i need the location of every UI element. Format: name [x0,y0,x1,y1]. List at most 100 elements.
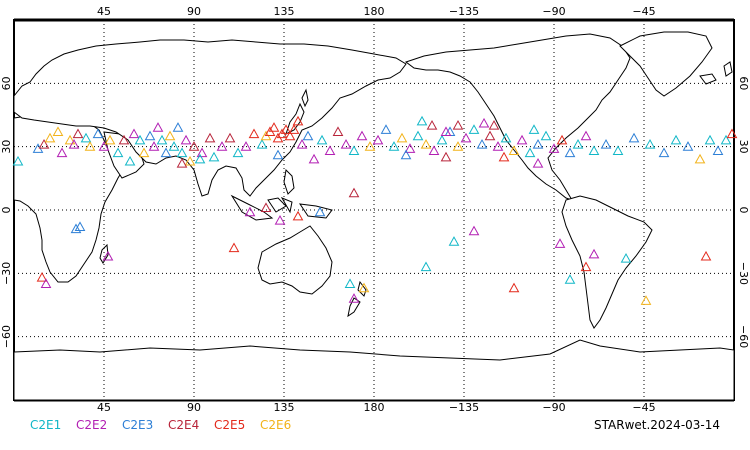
iceland-landmass [699,73,717,85]
station-triangle [348,145,360,155]
station-triangle [292,115,304,126]
madagascar-landmass [99,243,109,264]
station-triangle [240,141,252,151]
station-triangle [296,139,308,149]
lon-tick-label-top: 180 [364,5,385,18]
station-triangle [416,115,428,126]
station-triangle [436,134,448,145]
legend-item-c2e3: C2E3 [122,418,154,432]
station-triangle [712,145,724,155]
station-triangle [628,132,640,143]
station-triangle [40,278,52,288]
station-triangle [228,242,240,253]
lon-tick-label-top: 135 [274,5,295,18]
station-triangle [516,134,528,145]
station-triangle [572,139,584,149]
station-triangle [56,147,68,158]
station-triangle [292,210,304,221]
station-triangle [280,124,292,134]
station-triangle [726,128,738,139]
station-triangle [74,221,86,231]
station-triangle [540,130,552,141]
lat-tick-label-left: 60 [0,76,13,90]
legend-item-c2e1: C2E1 [30,418,62,432]
station-triangle [152,122,164,132]
station-triangle [204,132,216,143]
station-triangle [532,158,544,168]
station-triangle [268,122,280,132]
station-triangle [272,149,284,160]
station-triangle [164,130,176,141]
station-triangle [694,153,706,164]
station-triangle [284,130,296,141]
station-triangle [524,147,536,158]
station-triangle [498,151,510,162]
station-triangle [492,141,504,151]
station-triangle [658,147,670,158]
station-triangle [420,139,432,149]
station-triangle [500,132,512,143]
station-triangle [138,147,150,158]
lat-tick-label-left: 0 [0,207,13,214]
station-triangle [478,117,490,128]
station-triangle [508,282,520,293]
station-triangle [308,153,320,164]
station-triangle [224,132,236,143]
station-triangle [134,134,146,145]
station-triangle [364,141,376,151]
lon-tick-label-top: −135 [449,5,479,18]
station-triangle [344,278,356,288]
station-triangle [144,130,156,141]
station-triangle [12,155,24,166]
station-triangle [340,139,352,149]
station-triangle [72,128,84,139]
station-triangle [564,274,576,284]
greenland-landmass [619,31,713,97]
station-triangle [452,141,464,151]
station-triangle [98,141,110,151]
station-triangle [156,134,168,145]
lat-tick-label-left: −60 [0,325,13,348]
station-triangle [548,143,560,153]
lon-tick-label-bottom: 180 [364,401,385,414]
station-triangle [172,122,184,132]
station-triangle [84,141,96,151]
station-triangle [468,225,480,236]
station-triangle [488,120,500,130]
station-triangle [412,130,424,141]
station-triangle [244,206,256,217]
legend-item-c2e2: C2E2 [76,418,108,432]
station-triangle [388,141,400,151]
station-triangle [448,236,460,246]
station-triangle [196,147,208,158]
lat-tick-label-left: 30 [0,140,13,154]
new-zealand-landmass [347,280,367,318]
station-triangle [600,139,612,149]
station-triangle [704,134,716,145]
station-triangle [316,134,328,145]
station-triangle [356,130,368,141]
station-triangle [556,134,568,145]
australia-landmass [257,225,333,295]
lat-tick-label-right: −30 [737,262,750,285]
station-triangle [118,134,130,145]
station-triangle [468,124,480,134]
lon-tick-label-top: 90 [187,5,201,18]
lon-tick-label-bottom: −135 [449,401,479,414]
lon-tick-label-bottom: 135 [274,401,295,414]
eurasia-landmass [13,39,407,197]
station-triangle [508,145,520,155]
station-triangle [260,202,272,212]
station-triangle [720,134,732,145]
north-america-landmass [404,33,631,201]
station-triangle [188,141,200,151]
lon-tick-label-bottom: −45 [632,401,655,414]
station-markers [12,115,738,305]
station-triangle [452,120,464,130]
station-triangle [128,128,140,139]
station-triangle [440,151,452,162]
station-triangle [148,141,160,151]
station-triangle [348,187,360,198]
station-triangle [194,153,206,164]
